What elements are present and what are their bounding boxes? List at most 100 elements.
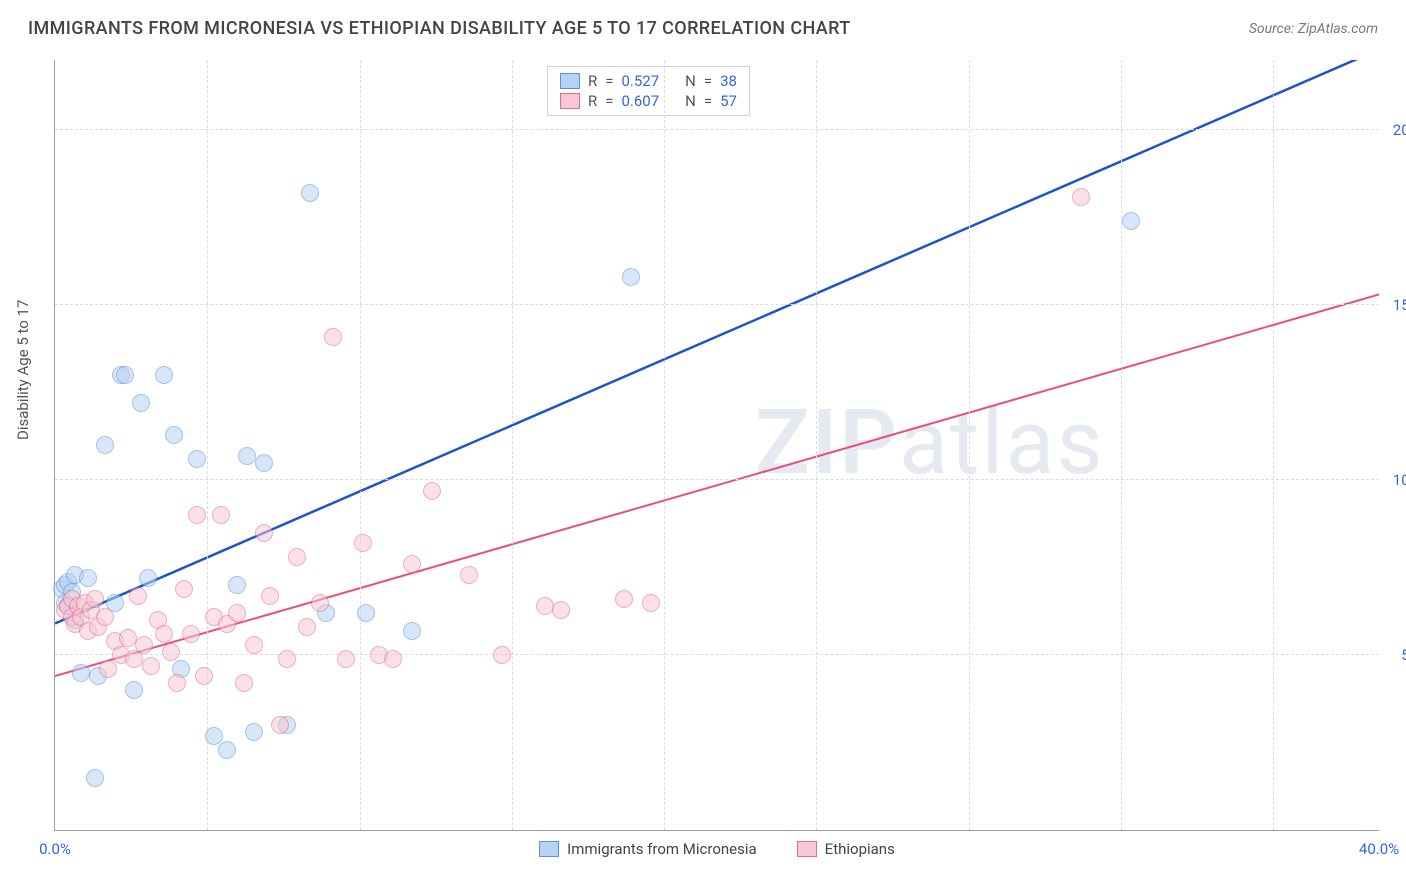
- gridline-h: [55, 129, 1379, 130]
- data-point-ethiopians: [245, 636, 263, 654]
- r-value-micronesia: 0.527: [621, 72, 659, 90]
- gridline-v: [816, 60, 817, 830]
- data-point-micronesia: [228, 576, 246, 594]
- gridline-v: [1121, 60, 1122, 830]
- data-point-micronesia: [238, 447, 256, 465]
- y-tick-label: 15.0%: [1383, 296, 1406, 314]
- data-point-ethiopians: [536, 597, 554, 615]
- data-point-ethiopians: [142, 657, 160, 675]
- data-point-micronesia: [132, 394, 150, 412]
- data-point-ethiopians: [423, 482, 441, 500]
- data-point-ethiopians: [212, 506, 230, 524]
- scatter-plot: ZIPatlas R=0.527N=38R=0.607N=57 Immigran…: [54, 60, 1379, 831]
- legend-item-micronesia: Immigrants from Micronesia: [539, 840, 757, 858]
- n-value-ethiopians: 57: [720, 92, 737, 110]
- r-value-ethiopians: 0.607: [621, 92, 659, 110]
- legend: Immigrants from Micronesia Ethiopians: [55, 840, 1379, 858]
- data-point-ethiopians: [552, 601, 570, 619]
- data-point-ethiopians: [235, 674, 253, 692]
- data-point-micronesia: [155, 366, 173, 384]
- data-point-ethiopians: [182, 625, 200, 643]
- data-point-ethiopians: [384, 650, 402, 668]
- data-point-ethiopians: [168, 674, 186, 692]
- data-point-ethiopians: [311, 594, 329, 612]
- data-point-ethiopians: [195, 667, 213, 685]
- data-point-ethiopians: [354, 534, 372, 552]
- data-point-ethiopians: [460, 566, 478, 584]
- legend-label-micronesia: Immigrants from Micronesia: [567, 840, 757, 858]
- gridline-v: [360, 60, 361, 830]
- gridline-v: [1273, 60, 1274, 830]
- legend-swatch-micronesia: [539, 841, 559, 857]
- correlation-info-box: R=0.527N=38R=0.607N=57: [547, 66, 750, 116]
- data-point-micronesia: [72, 664, 90, 682]
- data-point-ethiopians: [255, 524, 273, 542]
- data-point-micronesia: [218, 741, 236, 759]
- y-axis-label: Disability Age 5 to 17: [14, 300, 32, 440]
- gridline-v: [207, 60, 208, 830]
- swatch-micronesia: [560, 73, 580, 89]
- data-point-ethiopians: [162, 643, 180, 661]
- data-point-micronesia: [1122, 212, 1140, 230]
- legend-swatch-ethiopians: [797, 841, 817, 857]
- data-point-ethiopians: [228, 604, 246, 622]
- gridline-h: [55, 654, 1379, 655]
- data-point-micronesia: [403, 622, 421, 640]
- data-point-ethiopians: [271, 716, 289, 734]
- data-point-micronesia: [125, 681, 143, 699]
- data-point-ethiopians: [99, 660, 117, 678]
- y-tick-label: 20.0%: [1383, 121, 1406, 139]
- data-point-micronesia: [301, 184, 319, 202]
- n-value-micronesia: 38: [720, 72, 737, 90]
- data-point-ethiopians: [298, 618, 316, 636]
- data-point-micronesia: [86, 769, 104, 787]
- info-row-micronesia: R=0.527N=38: [548, 71, 749, 91]
- y-tick-label: 10.0%: [1383, 471, 1406, 489]
- data-point-ethiopians: [188, 506, 206, 524]
- gridline-h: [55, 304, 1379, 305]
- data-point-ethiopians: [615, 590, 633, 608]
- data-point-micronesia: [79, 569, 97, 587]
- legend-item-ethiopians: Ethiopians: [797, 840, 895, 858]
- data-point-micronesia: [139, 569, 157, 587]
- data-point-micronesia: [622, 268, 640, 286]
- data-point-ethiopians: [403, 555, 421, 573]
- data-point-ethiopians: [642, 594, 660, 612]
- data-point-ethiopians: [493, 646, 511, 664]
- trend-lines: [55, 60, 1379, 830]
- data-point-micronesia: [245, 723, 263, 741]
- data-point-ethiopians: [129, 587, 147, 605]
- data-point-micronesia: [255, 454, 273, 472]
- x-tick-label: 40.0%: [1359, 840, 1399, 858]
- data-point-micronesia: [188, 450, 206, 468]
- gridline-h: [55, 479, 1379, 480]
- data-point-ethiopians: [86, 590, 104, 608]
- gridline-v: [664, 60, 665, 830]
- source-label: Source: ZipAtlas.com: [1249, 21, 1378, 37]
- data-point-micronesia: [96, 436, 114, 454]
- data-point-ethiopians: [96, 608, 114, 626]
- data-point-ethiopians: [135, 636, 153, 654]
- chart-title: IMMIGRANTS FROM MICRONESIA VS ETHIOPIAN …: [28, 18, 851, 39]
- data-point-ethiopians: [175, 580, 193, 598]
- data-point-micronesia: [357, 604, 375, 622]
- info-row-ethiopians: R=0.607N=57: [548, 91, 749, 111]
- x-tick-label: 0.0%: [39, 840, 71, 858]
- data-point-ethiopians: [1072, 188, 1090, 206]
- data-point-ethiopians: [288, 548, 306, 566]
- data-point-micronesia: [116, 366, 134, 384]
- y-tick-label: 5.0%: [1383, 646, 1406, 664]
- swatch-ethiopians: [560, 93, 580, 109]
- trendline-ethiopians: [55, 295, 1379, 677]
- legend-label-ethiopians: Ethiopians: [825, 840, 895, 858]
- gridline-v: [969, 60, 970, 830]
- data-point-ethiopians: [324, 328, 342, 346]
- data-point-ethiopians: [337, 650, 355, 668]
- data-point-ethiopians: [278, 650, 296, 668]
- gridline-v: [512, 60, 513, 830]
- data-point-ethiopians: [119, 629, 137, 647]
- data-point-ethiopians: [261, 587, 279, 605]
- trendline-micronesia: [55, 60, 1379, 624]
- data-point-micronesia: [165, 426, 183, 444]
- data-point-ethiopians: [155, 625, 173, 643]
